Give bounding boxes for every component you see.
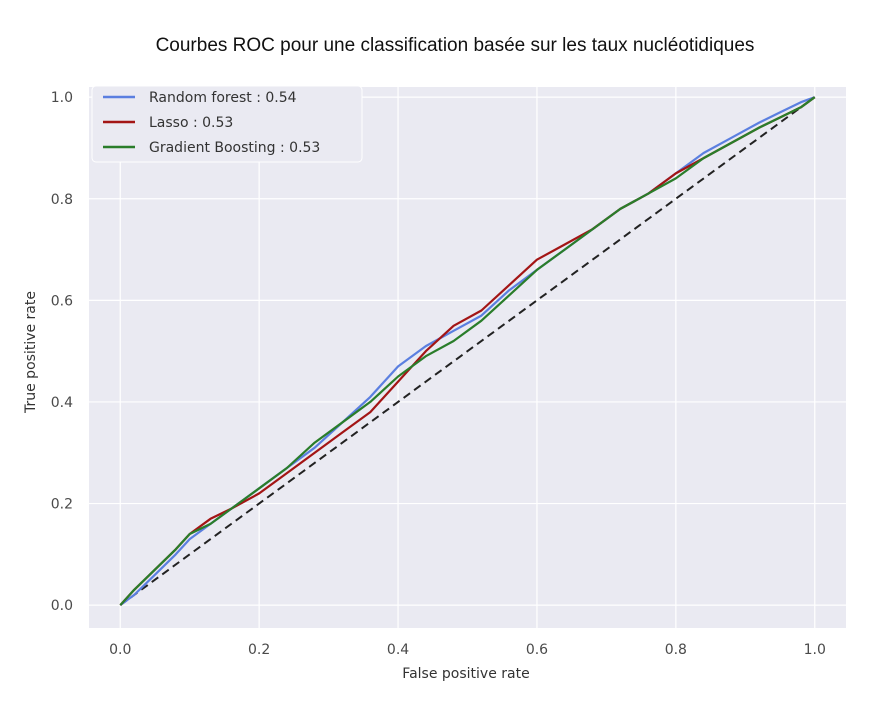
legend-box [91, 85, 363, 163]
y-axis-label: True positive rate [23, 291, 39, 414]
y-tick-label: 1.0 [51, 90, 73, 106]
x-tick-label: 0.8 [665, 642, 687, 658]
y-tick-label: 0.4 [51, 395, 73, 411]
legend: Random forest : 0.54 Lasso : 0.53 Gradient… [91, 85, 363, 163]
diagonal-reference-line [119, 96, 816, 606]
x-tick-label: 0.2 [248, 642, 270, 658]
x-tick-label: 0.6 [526, 642, 548, 658]
roc-curve-2 [119, 96, 816, 606]
y-tick-label: 0.6 [51, 293, 73, 309]
legend-label: Random forest : 0.54 [149, 90, 297, 106]
x-tick-label: 0.4 [387, 642, 409, 658]
x-axis-label: False positive rate [402, 666, 529, 682]
y-tick-label: 0.2 [51, 497, 73, 513]
y-tick-label: 0.8 [51, 192, 73, 208]
y-tick-label: 0.0 [51, 598, 73, 614]
legend-label: Lasso : 0.53 [149, 115, 233, 131]
x-tick-label: 1.0 [804, 642, 826, 658]
series-layer [119, 96, 816, 606]
x-tick-label: 0.0 [109, 642, 131, 658]
roc-curve-0 [119, 96, 816, 606]
plot-area [89, 87, 846, 628]
legend-label: Gradient Boosting : 0.53 [149, 140, 320, 156]
chart-title: Courbes ROC pour une classification basé… [156, 35, 755, 56]
tick-labels: 0.0 0.2 0.4 0.6 0.8 1.0 0.0 0.2 0.4 0.6 0.8 1.0 [51, 90, 826, 658]
